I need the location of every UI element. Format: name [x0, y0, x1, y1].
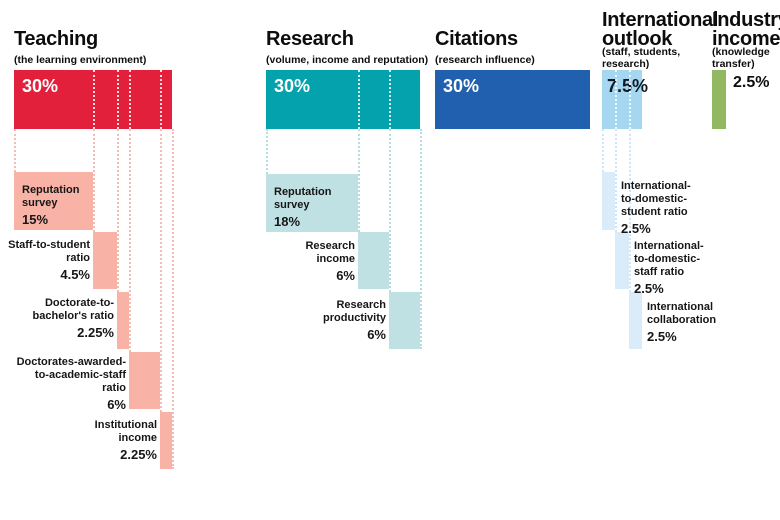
- citations-subtitle-text: (research influence): [435, 54, 535, 66]
- international-weight: 7.5%: [607, 76, 649, 96]
- citations-title-text: Citations: [435, 28, 518, 50]
- research-bar: 30%: [266, 70, 420, 129]
- teaching-title: Teaching: [14, 28, 98, 50]
- international-subtitle: (staff, students, research): [602, 46, 681, 70]
- international-bar: 7.5%: [602, 70, 649, 129]
- connector-line: [615, 129, 617, 232]
- bar-divider: [389, 70, 391, 129]
- teaching-subtitle: (the learning environment): [14, 54, 146, 66]
- industry-weight: 2.5%: [733, 74, 770, 91]
- teaching-subtitle-text: (the learning environment): [14, 54, 147, 66]
- international-staff-ratio-bar: [615, 232, 629, 289]
- connector-line: [129, 129, 131, 352]
- bar-divider: [160, 70, 162, 129]
- international-title: International outlook: [602, 9, 719, 50]
- research-reputation-bar: Reputation survey 18%: [266, 174, 358, 232]
- citations-bar: 30%: [435, 70, 590, 129]
- research-subtitle: (volume, income and reputation): [266, 54, 428, 66]
- research-title-text: Research: [266, 28, 354, 50]
- teaching-doctorate-bachelor-bar: [117, 292, 129, 349]
- international-collaboration-bar: [629, 292, 642, 349]
- connector-line: [266, 129, 268, 174]
- citations-weight: 30%: [443, 76, 480, 96]
- bar-divider: [629, 70, 631, 129]
- teaching-doctorates-awarded-bar: [129, 352, 160, 409]
- industry-title: Industry income: [712, 9, 780, 50]
- connector-line: [602, 129, 604, 172]
- industry-bar: [712, 70, 726, 129]
- teaching-reputation-label: Reputation survey 15%: [22, 184, 80, 227]
- connector-line: [93, 129, 95, 232]
- research-subtitle-text: (volume, income and reputation): [266, 54, 429, 66]
- connector-line: [172, 129, 174, 469]
- teaching-doctorates-awarded-label: Doctorates-awarded- to-academic-staff ra…: [16, 356, 126, 412]
- industry-subtitle: (knowledge transfer): [712, 46, 770, 70]
- international-staff-ratio-label: International- to-domestic- staff ratio …: [634, 240, 704, 296]
- bar-divider: [129, 70, 131, 129]
- research-income-bar: [358, 232, 389, 289]
- citations-subtitle: (research influence): [435, 54, 535, 66]
- bar-divider: [358, 70, 360, 129]
- connector-line: [14, 129, 16, 172]
- research-title: Research: [266, 28, 354, 50]
- research-weight: 30%: [274, 76, 311, 96]
- bar-divider: [93, 70, 95, 129]
- teaching-staff-student-label: Staff-to-student ratio 4.5%: [8, 239, 90, 282]
- research-productivity-bar: [389, 292, 420, 349]
- connector-line: [117, 129, 119, 292]
- citations-title: Citations: [435, 28, 518, 50]
- international-student-ratio-label: International- to-domestic- student rati…: [621, 180, 691, 236]
- teaching-weight: 30%: [22, 76, 59, 96]
- teaching-institutional-income-bar: [160, 412, 172, 469]
- connector-line: [420, 129, 422, 349]
- international-student-ratio-bar: [602, 172, 615, 230]
- teaching-reputation-bar: Reputation survey 15%: [14, 172, 93, 230]
- research-reputation-label: Reputation survey 18%: [274, 186, 332, 229]
- teaching-bar: 30%: [14, 70, 172, 129]
- bar-divider: [615, 70, 617, 129]
- teaching-institutional-income-label: Institutional income 2.25%: [94, 419, 157, 462]
- connector-line: [389, 129, 391, 292]
- connector-line: [160, 129, 162, 412]
- international-collaboration-label: International collaboration 2.5%: [647, 301, 717, 344]
- research-productivity-label: Research productivity 6%: [323, 299, 386, 342]
- connector-line: [629, 129, 631, 292]
- research-income-label: Research income 6%: [305, 240, 355, 283]
- bar-divider: [117, 70, 119, 129]
- connector-line: [358, 129, 360, 232]
- teaching-staff-student-bar: [93, 232, 117, 289]
- teaching-title-text: Teaching: [14, 28, 98, 50]
- teaching-doctorate-bachelor-label: Doctorate-to- bachelor's ratio 2.25%: [32, 297, 114, 340]
